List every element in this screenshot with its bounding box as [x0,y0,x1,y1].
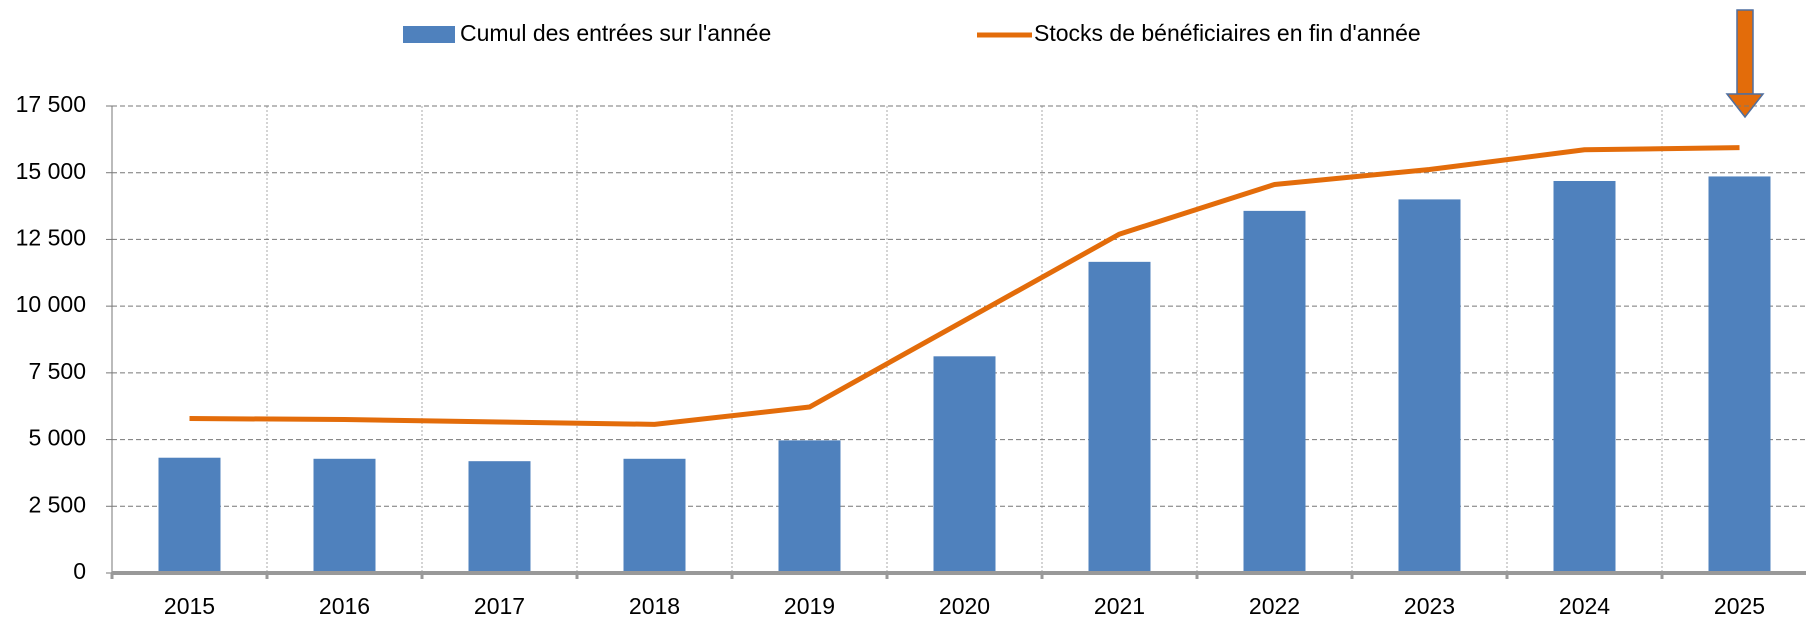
bar [778,440,841,573]
x-tick-label: 2020 [939,593,990,617]
y-tick-label: 12 500 [16,225,86,251]
bar [933,356,996,573]
bar [468,461,531,573]
highlight-arrow [1725,9,1765,119]
bar [1243,210,1306,573]
bar [1088,261,1151,573]
legend-label: Cumul des entrées sur l'année [460,20,771,46]
bar [1398,199,1461,573]
x-tick-label: 2021 [1094,593,1145,617]
legend-label: Stocks de bénéficiaires en fin d'année [1034,20,1421,46]
legend-swatch [403,26,455,43]
x-tick-label: 2019 [784,593,835,617]
bar [158,457,221,573]
x-tick-label: 2025 [1714,593,1765,617]
bar [1708,176,1771,573]
line [189,145,1740,427]
bar [1553,180,1616,573]
y-tick-label: 0 [73,558,86,584]
y-tick-label: 15 000 [16,158,86,184]
x-tick-label: 2023 [1404,593,1455,617]
x-tick-label: 2016 [319,593,370,617]
bar [623,458,686,573]
x-tick-label: 2015 [164,593,215,617]
x-tick-label: 2022 [1249,593,1300,617]
bar [313,458,376,573]
x-tick-label: 2017 [474,593,525,617]
x-tick-label: 2024 [1559,593,1610,617]
y-tick-label: 5 000 [28,425,86,451]
y-tick-label: 17 500 [16,91,86,117]
y-tick-label: 7 500 [28,358,86,384]
y-tick-label: 2 500 [28,491,86,517]
x-tick-label: 2018 [629,593,680,617]
y-tick-label: 10 000 [16,291,86,317]
